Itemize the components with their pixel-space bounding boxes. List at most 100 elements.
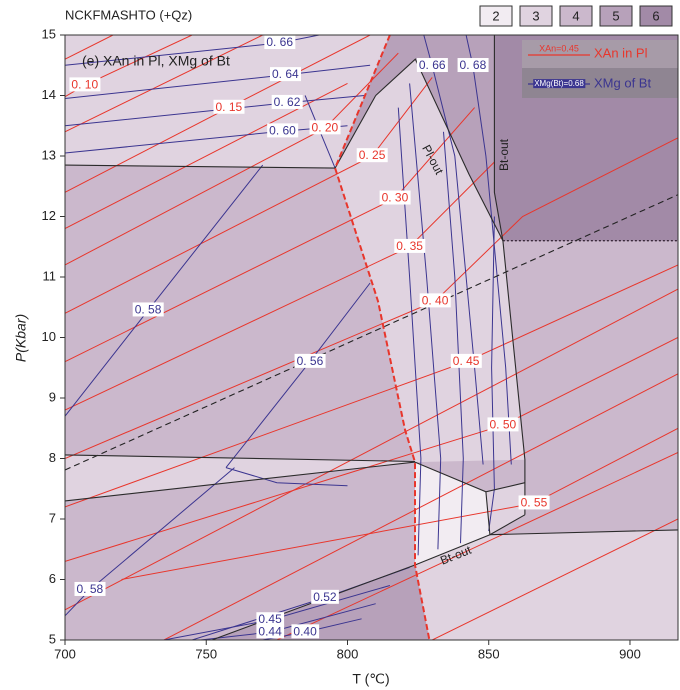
x-tick-label: 800 bbox=[337, 646, 359, 661]
isopleth-label-text: 0. 68 bbox=[460, 58, 487, 72]
label-box bbox=[74, 581, 106, 596]
label-box bbox=[269, 67, 302, 82]
isopleth-label-text: 0. 60 bbox=[269, 123, 296, 137]
legend-sample: XMg(Bt)=0.68 bbox=[534, 79, 584, 88]
isopleth-label-text: 0.40 bbox=[293, 624, 317, 638]
y-tick-label: 14 bbox=[42, 87, 56, 102]
isopleth bbox=[431, 518, 678, 640]
isopleth bbox=[465, 35, 512, 465]
shade-label: 5 bbox=[612, 8, 619, 23]
y-tick-label: 15 bbox=[42, 26, 56, 41]
label-box bbox=[356, 148, 388, 163]
x-tick-label: 850 bbox=[478, 646, 500, 661]
isopleth bbox=[423, 35, 484, 465]
legend-sample-box bbox=[533, 79, 586, 89]
isopleth-label-text: 0. 55 bbox=[521, 495, 548, 509]
isopleth-label: 0.44 bbox=[256, 624, 285, 639]
phase-boundary bbox=[65, 461, 416, 502]
y-tick-label: 8 bbox=[49, 450, 56, 465]
isopleth-label-text: 0. 35 bbox=[396, 239, 423, 253]
isopleth bbox=[65, 288, 678, 611]
isopleth-label: 0. 45 bbox=[450, 353, 482, 368]
isopleth-label-text: 0. 25 bbox=[359, 148, 386, 162]
label-box bbox=[394, 238, 426, 253]
x-tick-label: 700 bbox=[54, 646, 76, 661]
phase-field bbox=[415, 529, 678, 640]
isopleth-label-text: 0. 64 bbox=[272, 67, 299, 81]
isopleth-label-text: 0. 62 bbox=[274, 95, 301, 109]
x-tick-label: 750 bbox=[195, 646, 217, 661]
label-box bbox=[291, 624, 320, 639]
isopleth-label-text: 0. 15 bbox=[215, 100, 242, 114]
shade-swatch bbox=[639, 5, 673, 27]
panel-label: (e) XAn in Pl, XMg of Bt bbox=[82, 53, 230, 69]
isopleth-label-text: 0. 30 bbox=[382, 191, 409, 205]
isopleth bbox=[65, 137, 678, 459]
isopleth bbox=[409, 83, 442, 550]
shade-swatch bbox=[519, 5, 553, 27]
y-tick-label: 12 bbox=[42, 208, 56, 223]
phase-boundary bbox=[65, 164, 336, 169]
label-box bbox=[69, 77, 101, 92]
isopleth-label: 0. 56 bbox=[294, 353, 326, 368]
isopleth-label-text: 0. 66 bbox=[419, 58, 446, 72]
y-tick-label: 7 bbox=[49, 510, 56, 525]
label-box bbox=[379, 190, 411, 205]
phase-boundary bbox=[334, 35, 431, 640]
isopleth-label-text: 0.44 bbox=[258, 624, 282, 638]
isopleth-label: 0.52 bbox=[311, 589, 339, 604]
label-box bbox=[256, 624, 285, 639]
isopleth bbox=[65, 35, 114, 60]
isopleth-label: 0. 15 bbox=[213, 99, 245, 114]
phase-boundary bbox=[489, 529, 678, 536]
isopleth-label-text: 0. 40 bbox=[422, 293, 449, 307]
shade-label: 2 bbox=[492, 8, 499, 23]
label-box bbox=[294, 353, 326, 368]
isopleth bbox=[163, 373, 678, 640]
x-tick-label: 900 bbox=[619, 646, 641, 661]
label-box bbox=[264, 35, 296, 50]
shade-label: 6 bbox=[652, 8, 659, 23]
label-box bbox=[309, 120, 341, 135]
label-box bbox=[256, 612, 285, 627]
label-box bbox=[457, 58, 489, 73]
isopleth-label: 0. 62 bbox=[271, 94, 303, 109]
label-box bbox=[416, 58, 448, 73]
isopleth-label: 0. 60 bbox=[267, 123, 299, 138]
label-box bbox=[271, 94, 303, 109]
isopleth-label-text: 0. 10 bbox=[71, 77, 98, 91]
label-box bbox=[311, 589, 339, 604]
isopleth-label: 0. 40 bbox=[419, 293, 451, 308]
isopleth-label: 0. 35 bbox=[394, 238, 426, 253]
phase-boundary bbox=[485, 491, 491, 535]
isopleth-label-text: 0. 45 bbox=[453, 354, 480, 368]
isopleth-label: 0.45 bbox=[256, 612, 285, 627]
y-tick-label: 6 bbox=[49, 571, 56, 586]
overlay: (e) XAn in Pl, XMg of Bt Pl-out Bt-out B… bbox=[82, 40, 678, 568]
annotation: Bt-out bbox=[497, 138, 511, 171]
label-box bbox=[213, 99, 245, 114]
legend-sample: XAn=0.45 bbox=[539, 43, 579, 53]
chart-title: NCKFMASHTO (+Qz) bbox=[65, 7, 192, 22]
isopleth-label-text: 0. 58 bbox=[77, 582, 104, 596]
phase-field bbox=[335, 35, 503, 241]
isopleth-label-text: 0.45 bbox=[258, 612, 282, 626]
isopleth-label-text: 0. 56 bbox=[297, 354, 324, 368]
legend-label: XMg of Bt bbox=[594, 75, 651, 90]
y-axis-label: P(Kbar) bbox=[13, 314, 29, 362]
isopleth-label: 0. 66 bbox=[416, 58, 448, 73]
y-tick-label: 11 bbox=[43, 268, 57, 283]
label-box bbox=[419, 293, 451, 308]
label-box bbox=[487, 417, 519, 432]
y-tick-label: 10 bbox=[42, 329, 56, 344]
phase-boundary bbox=[65, 454, 416, 463]
isopleth-label-text: 0. 50 bbox=[490, 417, 517, 431]
isopleth-label: 0. 66 bbox=[264, 35, 296, 50]
isopleth-label-text: 0. 20 bbox=[312, 120, 339, 134]
label-box bbox=[267, 123, 299, 138]
isopleth-label: 0.40 bbox=[291, 624, 320, 639]
y-tick-label: 13 bbox=[42, 147, 56, 162]
isopleth-label: 0. 50 bbox=[487, 417, 519, 432]
isopleth-label: 0. 20 bbox=[309, 120, 341, 135]
